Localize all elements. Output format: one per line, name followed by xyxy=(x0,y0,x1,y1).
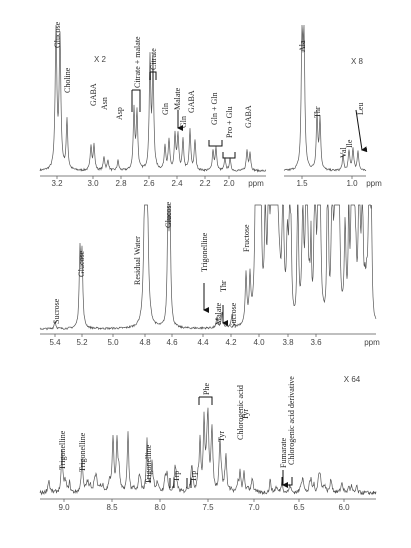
spectrum-trace xyxy=(39,24,267,173)
tick-label: 4.0 xyxy=(253,338,265,347)
annotation-bracket xyxy=(169,478,175,488)
tick-label: 4.8 xyxy=(139,338,151,347)
peak-label: Leu xyxy=(356,103,365,115)
tick-label: 4.6 xyxy=(166,338,178,347)
tick-label: 5.2 xyxy=(76,338,88,347)
tick-label: 2.6 xyxy=(143,179,155,188)
peak-label: Malate xyxy=(173,87,182,110)
peak-label: Citrate xyxy=(149,48,158,70)
tick-label: 3.2 xyxy=(51,179,63,188)
tick-label: 5.0 xyxy=(107,338,119,347)
axis-unit: ppm xyxy=(364,338,380,347)
tick-label: 8.0 xyxy=(154,503,166,512)
axis-unit: ppm xyxy=(366,179,382,188)
scale-factor: X 64 xyxy=(344,375,361,384)
tick-label: 3.0 xyxy=(87,179,99,188)
tick-label: 2.0 xyxy=(223,179,235,188)
peak-label: Ala xyxy=(298,40,307,52)
annotation-arrow xyxy=(355,109,368,153)
tick-label: 9.0 xyxy=(58,503,70,512)
peak-label: Glucose xyxy=(77,250,86,277)
tick-label: 3.8 xyxy=(282,338,294,347)
tick-label: 2.4 xyxy=(171,179,183,188)
peak-label: Gln + Gln xyxy=(210,92,219,125)
peak-label: Malate xyxy=(214,302,223,325)
scale-factor: X 2 xyxy=(94,55,107,64)
annotation-bracket xyxy=(186,478,192,488)
peak-label: Sucrose xyxy=(52,298,61,324)
tick-label: 4.2 xyxy=(225,338,237,347)
peak-label: Val xyxy=(339,147,348,158)
peak-label: Asn xyxy=(100,97,109,110)
peak-label: GABA xyxy=(187,90,196,113)
peak-label: Sucrose xyxy=(229,302,238,328)
annotation-bracket xyxy=(131,89,141,112)
tick-label: 2.8 xyxy=(115,179,127,188)
tick-label: 7.5 xyxy=(202,503,214,512)
peak-label: Trp xyxy=(189,471,198,482)
peak-label: Trp xyxy=(172,471,181,482)
peak-label: Gln xyxy=(179,116,188,128)
peak-label: Citrate + malate xyxy=(133,36,142,88)
tick-label: 6.5 xyxy=(293,503,305,512)
annotation-bracket xyxy=(222,152,236,159)
annotation-bracket xyxy=(198,396,213,405)
peak-label: Fructose xyxy=(242,224,251,252)
peak-label: GABA xyxy=(244,105,253,128)
peak-label: Chlorogenic acid xyxy=(236,385,245,440)
peak-label: Phe xyxy=(202,383,211,395)
spectrum-trace xyxy=(39,204,377,331)
peak-label: Fumarate xyxy=(279,437,288,468)
tick-label: 1.0 xyxy=(346,179,358,188)
peak-label: Glucose xyxy=(164,201,173,228)
tick-label: 5.4 xyxy=(49,338,61,347)
peak-label: Ile xyxy=(345,139,354,148)
tick-label: 4.4 xyxy=(197,338,209,347)
tick-label: 2.2 xyxy=(199,179,211,188)
peak-label: Choline xyxy=(63,67,72,93)
tick-label: 8.5 xyxy=(106,503,118,512)
peak-label: Residual Water xyxy=(133,236,142,285)
spectrum-trace xyxy=(39,407,377,496)
tick-label: 7.0 xyxy=(248,503,260,512)
spectrum-trace xyxy=(283,24,367,172)
peak-label: Pro + Glu xyxy=(225,106,234,138)
peak-label: GABA xyxy=(89,83,98,106)
axis-unit: ppm xyxy=(248,179,264,188)
peak-label: Glucose xyxy=(53,21,62,48)
peak-label: Tyr xyxy=(241,409,250,420)
scale-factor: X 8 xyxy=(351,57,364,66)
peak-label: Chlorogenic acid derivative xyxy=(287,376,296,465)
tick-label: 3.6 xyxy=(310,338,322,347)
annotation-bracket xyxy=(149,71,157,80)
peak-label: Asp xyxy=(115,107,124,120)
peak-label: Thr xyxy=(219,280,228,292)
peak-label: Gln xyxy=(161,103,170,115)
peak-label: Thr xyxy=(313,106,322,118)
peak-label: Trigonelline xyxy=(58,430,67,470)
peak-label: Trigonelline xyxy=(78,432,87,472)
peak-label: Tyr xyxy=(217,431,226,442)
tick-label: 6.0 xyxy=(338,503,350,512)
peak-label: Trigonelline xyxy=(144,444,153,484)
annotation-bracket xyxy=(208,140,223,147)
peak-label: Trigonelline xyxy=(200,232,209,272)
tick-label: 1.5 xyxy=(296,179,308,188)
